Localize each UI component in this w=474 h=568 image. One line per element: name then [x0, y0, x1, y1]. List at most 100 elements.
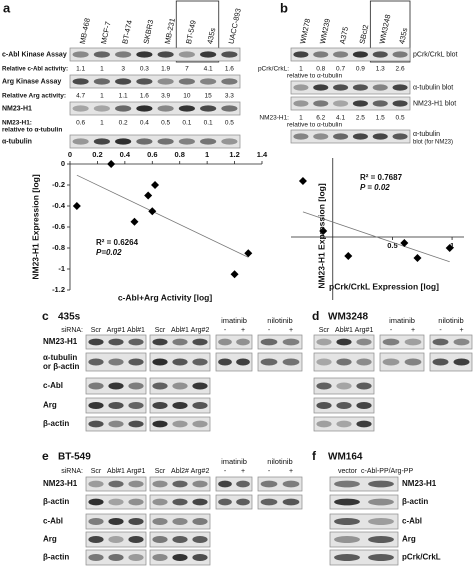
band: [336, 420, 352, 428]
band: [218, 480, 232, 488]
value-label: 1: [100, 66, 104, 73]
band: [72, 105, 89, 112]
lane-label: +: [289, 468, 293, 475]
panel-letter: a: [3, 0, 11, 15]
lane-label: -: [268, 468, 271, 475]
lane-label: Abl#1: [171, 327, 189, 334]
panel-letter: b: [280, 0, 288, 15]
data-point: [298, 177, 307, 185]
cell-line: BT-549: [58, 452, 91, 463]
band: [93, 105, 110, 112]
band: [128, 420, 144, 428]
panel-letter: f: [312, 449, 317, 463]
band: [172, 382, 188, 390]
band: [136, 138, 153, 145]
band: [115, 138, 132, 145]
value-label: 0.1: [182, 120, 191, 127]
band: [282, 498, 300, 506]
band: [368, 536, 394, 543]
band: [368, 480, 394, 488]
value-label: 1.5: [376, 115, 385, 122]
blot: [429, 334, 473, 350]
band: [192, 536, 208, 543]
row-label: relative to α-tubulin: [287, 73, 342, 80]
band: [372, 100, 388, 107]
x-tick-label: 0.5: [387, 241, 397, 250]
value-label: 1.9: [161, 66, 170, 73]
value-label: 0.5: [161, 120, 170, 127]
lane-label: SKBR3: [141, 19, 155, 45]
band: [72, 138, 89, 145]
band: [88, 480, 104, 488]
x-axis-label: c-Abl+Arg Activity [log]: [118, 292, 213, 302]
row-label: pCrk/CrkL blot: [413, 51, 458, 58]
band: [200, 78, 217, 85]
lane-label: -: [224, 327, 227, 334]
lane-label: A375: [338, 26, 350, 45]
data-point: [445, 244, 454, 252]
lane-label: vector: [338, 468, 358, 475]
group-header: nilotinib: [267, 457, 292, 466]
band: [336, 382, 352, 390]
band: [93, 138, 110, 145]
band: [313, 133, 329, 140]
annotation: R² = 0.7687: [360, 173, 403, 182]
x-tick-label: 0.4: [120, 150, 131, 159]
x-tick-label: 1.4: [257, 150, 268, 159]
value-label: 0.2: [119, 120, 128, 127]
band: [282, 338, 300, 346]
band: [157, 105, 174, 112]
band: [218, 338, 232, 346]
blot: [85, 416, 147, 432]
band: [152, 480, 168, 488]
band: [178, 78, 195, 85]
row-label: β-actin: [43, 419, 69, 428]
lane-label: WM239: [318, 18, 332, 45]
blot: [257, 494, 303, 510]
band: [356, 358, 372, 366]
blot: [329, 513, 399, 530]
band: [93, 51, 110, 58]
data-point: [151, 181, 160, 189]
group-header: imatinib: [221, 457, 247, 466]
panel-letter: c: [42, 309, 49, 323]
value-label: 1: [100, 93, 104, 100]
band: [108, 338, 124, 346]
band: [72, 51, 89, 58]
band: [88, 338, 104, 346]
band: [192, 554, 208, 561]
data-point: [400, 239, 409, 247]
trendline: [76, 174, 249, 258]
band: [313, 51, 329, 58]
row-label: relative to α-tubulin: [2, 127, 62, 134]
lane-label: Abl#1: [127, 327, 145, 334]
data-point: [230, 270, 239, 279]
value-label: 1: [100, 120, 104, 127]
band: [128, 402, 144, 409]
annotation: P=0.02: [96, 248, 122, 257]
band: [108, 536, 124, 543]
row-label: β-actin: [43, 553, 69, 562]
value-label: 7: [185, 66, 189, 73]
band: [115, 78, 132, 85]
group-header: imatinib: [389, 316, 415, 325]
blot: [329, 531, 399, 548]
band: [157, 138, 174, 145]
blot: [329, 549, 399, 566]
value-label: 1.3: [376, 66, 385, 73]
lane-label: +: [241, 468, 245, 475]
trendline: [302, 211, 450, 263]
band: [392, 100, 408, 107]
band: [108, 480, 124, 488]
band: [316, 358, 332, 366]
blot: [215, 494, 253, 510]
band: [382, 338, 400, 346]
band: [192, 382, 208, 390]
lane-label: Abl#1: [107, 468, 125, 475]
band: [316, 338, 332, 346]
band: [316, 382, 332, 390]
band: [218, 498, 232, 506]
band: [260, 358, 278, 366]
band: [293, 51, 309, 58]
band: [453, 338, 470, 346]
